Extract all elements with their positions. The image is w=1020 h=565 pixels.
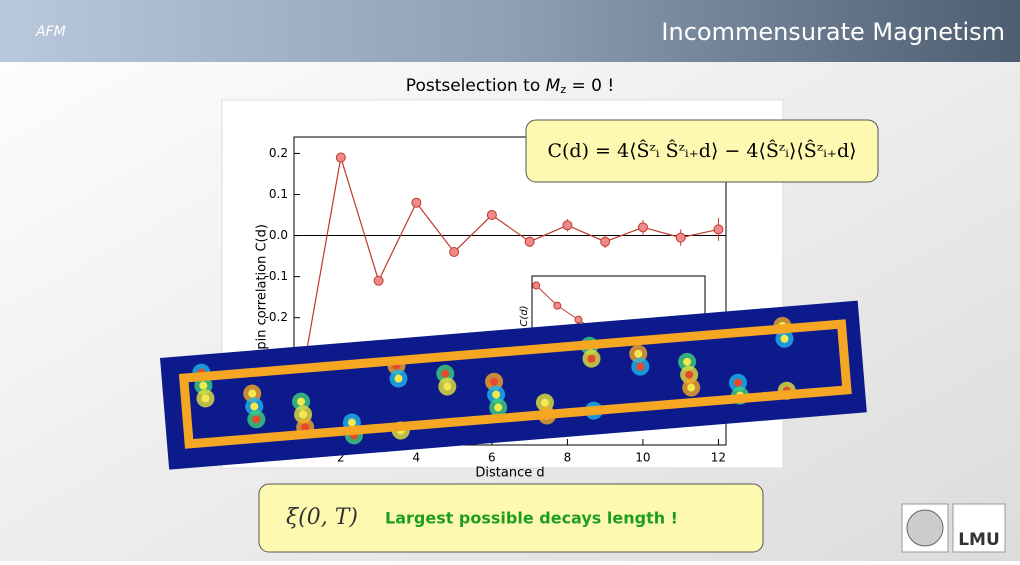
atom-core bbox=[683, 357, 692, 366]
subtitle: Postselection to Mz = 0 ! bbox=[406, 76, 614, 96]
y-axis-label: Spin correlation C(d) bbox=[255, 224, 270, 358]
point bbox=[637, 222, 648, 233]
subtitle-text: Postselection to bbox=[406, 76, 546, 96]
x-tick-label: 6 bbox=[488, 451, 496, 465]
title: Incommensurate Magnetism bbox=[661, 18, 1005, 46]
y-tick-label: 0.1 bbox=[269, 187, 288, 201]
mpg-emblem bbox=[906, 509, 944, 547]
inset-point bbox=[553, 301, 562, 310]
atom-core bbox=[252, 415, 261, 424]
note-text: Largest possible decays length ! bbox=[385, 509, 678, 528]
atom-core bbox=[636, 362, 645, 371]
atom-core bbox=[687, 383, 696, 392]
point bbox=[562, 220, 573, 231]
y-tick-label: -0.1 bbox=[265, 269, 288, 283]
atom-core bbox=[733, 378, 742, 387]
inset-point bbox=[532, 281, 541, 290]
note-box bbox=[258, 483, 764, 553]
atom-core bbox=[248, 389, 257, 398]
atom-core bbox=[443, 382, 452, 391]
atom-core bbox=[199, 381, 208, 390]
point bbox=[373, 275, 384, 286]
point bbox=[524, 236, 535, 247]
subtitle-sub: z bbox=[560, 83, 566, 96]
subtitle-symbol: M bbox=[546, 76, 561, 96]
formula-box bbox=[525, 119, 879, 183]
atom-core bbox=[685, 370, 694, 379]
y-tick-label: 0.2 bbox=[269, 146, 288, 160]
xi-symbol: ξ(0, T) bbox=[286, 505, 358, 530]
atom-core bbox=[492, 390, 501, 399]
atom-core bbox=[780, 334, 789, 343]
y-tick-label: -0.2 bbox=[265, 310, 288, 324]
atom-core bbox=[347, 418, 356, 427]
point bbox=[335, 152, 346, 163]
point bbox=[449, 246, 460, 257]
point bbox=[486, 210, 497, 221]
atom-core bbox=[299, 410, 308, 419]
atom-core bbox=[441, 369, 450, 378]
point bbox=[713, 224, 724, 235]
x-tick-label: 8 bbox=[564, 451, 572, 465]
formula: C(d) = 4⟨Ŝᶻᵢ Ŝᶻᵢ₊d⟩ − 4⟨Ŝᶻᵢ⟩⟨Ŝᶻᵢ₊d⟩ bbox=[547, 139, 856, 162]
atom-core bbox=[250, 402, 259, 411]
point bbox=[411, 197, 422, 208]
atom-image bbox=[160, 300, 867, 470]
atom-core bbox=[301, 423, 310, 432]
x-tick-label: 2 bbox=[337, 451, 345, 465]
point bbox=[600, 236, 611, 247]
header-bar bbox=[0, 0, 1020, 62]
x-tick-label: 12 bbox=[711, 451, 726, 465]
x-tick-label: 4 bbox=[413, 451, 421, 465]
plot-frame bbox=[293, 136, 727, 446]
atom-core bbox=[297, 397, 306, 406]
inset-point bbox=[574, 315, 583, 324]
point bbox=[675, 232, 686, 243]
lmu-logo bbox=[952, 503, 1006, 553]
atom-core bbox=[490, 377, 499, 386]
x-tick-label: 10 bbox=[635, 451, 650, 465]
atom-core bbox=[540, 398, 549, 407]
atom-core bbox=[394, 374, 403, 383]
subtitle-rest: = 0 ! bbox=[566, 76, 614, 96]
atom-core bbox=[201, 394, 210, 403]
x-axis-label: Distance d bbox=[475, 466, 544, 481]
section: AFM bbox=[35, 24, 66, 40]
series-line bbox=[302, 157, 719, 372]
y-tick-label: 0.0 bbox=[269, 228, 288, 242]
atom-core bbox=[634, 349, 643, 358]
atom-core bbox=[494, 403, 503, 412]
atom-core bbox=[587, 354, 596, 363]
lmu-text: LMU bbox=[958, 530, 1000, 550]
inset-y-label: C(d) bbox=[519, 305, 530, 326]
image-frame bbox=[178, 319, 852, 449]
